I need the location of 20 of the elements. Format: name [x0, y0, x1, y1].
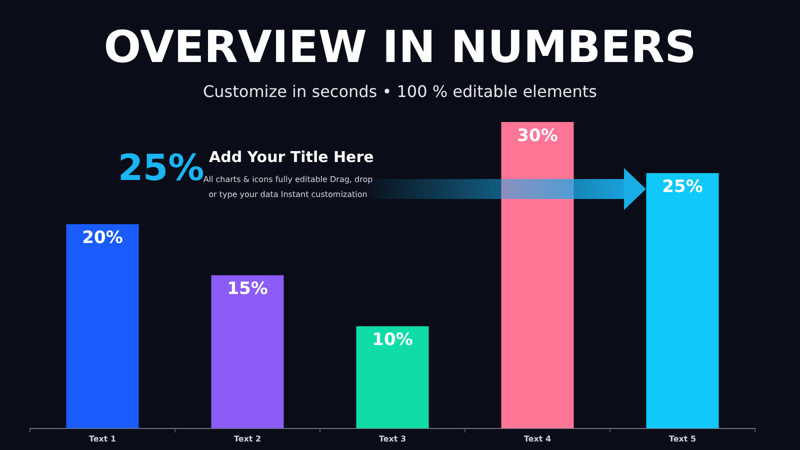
- annotation: Add Your Title Here: [209, 148, 374, 166]
- x-tick-label: Text 1: [88, 434, 117, 444]
- data-label: 20%: [82, 228, 123, 248]
- chart-subtitle: Customize in seconds • 100 % editable elements: [202, 82, 598, 101]
- bar: [356, 326, 429, 428]
- bar: [501, 122, 574, 428]
- x-tick-label: Text 3: [378, 434, 406, 444]
- data-label: 10%: [372, 330, 413, 350]
- data-label: 15%: [227, 279, 268, 300]
- x-tick-label: Text 5: [668, 434, 697, 444]
- annotation: 25%: [118, 148, 204, 189]
- chart-title: OVERVIEW IN NUMBERS: [102, 22, 698, 73]
- bar: [211, 275, 284, 428]
- bar: [66, 224, 139, 428]
- data-label: 25%: [662, 176, 703, 197]
- data-label: 30%: [517, 126, 558, 146]
- x-tick-label: Text 2: [234, 434, 262, 444]
- bar: [646, 173, 719, 428]
- annotation: All charts & icons fully editable Drag, drop or type your data Instant customization: [203, 174, 373, 201]
- x-tick-label: Text 4: [524, 434, 552, 444]
